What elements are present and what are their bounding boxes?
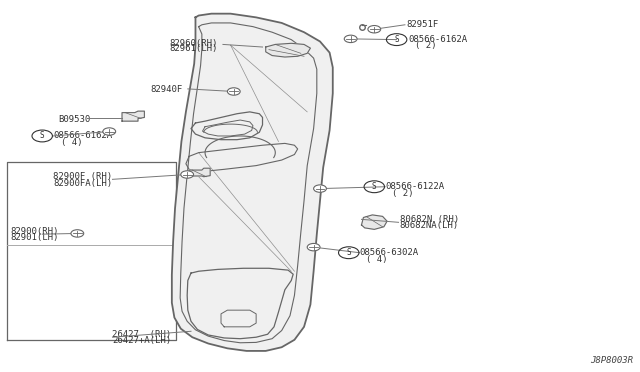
- Polygon shape: [362, 215, 387, 230]
- Text: S: S: [372, 182, 376, 191]
- Text: 08566-6162A: 08566-6162A: [408, 35, 467, 44]
- Text: ( 2): ( 2): [392, 189, 413, 198]
- Circle shape: [71, 230, 84, 237]
- Text: 80682NA(LH): 80682NA(LH): [400, 221, 459, 230]
- Text: 82900(RH): 82900(RH): [10, 227, 59, 236]
- Text: B09530: B09530: [58, 115, 90, 124]
- Text: 82940F: 82940F: [150, 85, 182, 94]
- Circle shape: [227, 88, 240, 95]
- Text: S: S: [394, 35, 399, 44]
- Text: 26427  (RH): 26427 (RH): [113, 330, 172, 339]
- Polygon shape: [122, 111, 145, 121]
- Circle shape: [307, 243, 320, 251]
- Circle shape: [103, 128, 116, 135]
- Text: 08566-6122A: 08566-6122A: [385, 182, 444, 191]
- Text: 82960(RH): 82960(RH): [170, 39, 218, 48]
- Text: ( 2): ( 2): [415, 41, 436, 51]
- Text: ( 4): ( 4): [366, 254, 387, 263]
- Text: 82961(LH): 82961(LH): [170, 44, 218, 53]
- Text: 26427+A(LH): 26427+A(LH): [113, 336, 172, 345]
- Circle shape: [180, 171, 193, 178]
- Circle shape: [368, 26, 381, 33]
- Text: 82900FA(LH): 82900FA(LH): [53, 179, 113, 187]
- Polygon shape: [266, 43, 310, 57]
- Text: 82900F (RH): 82900F (RH): [53, 172, 113, 181]
- Text: 80682N (RH): 80682N (RH): [400, 215, 459, 224]
- Text: 82901(LH): 82901(LH): [10, 232, 59, 242]
- Polygon shape: [189, 168, 210, 177]
- Text: S: S: [346, 248, 351, 257]
- Text: J8P8003R: J8P8003R: [590, 356, 633, 365]
- Text: ( 4): ( 4): [61, 138, 83, 147]
- Circle shape: [344, 35, 357, 42]
- Text: 08566-6302A: 08566-6302A: [360, 248, 419, 257]
- Text: 08566-6162A: 08566-6162A: [53, 131, 112, 141]
- Text: 82951F: 82951F: [406, 20, 438, 29]
- Text: S: S: [40, 131, 45, 141]
- Polygon shape: [172, 14, 333, 351]
- Circle shape: [314, 185, 326, 192]
